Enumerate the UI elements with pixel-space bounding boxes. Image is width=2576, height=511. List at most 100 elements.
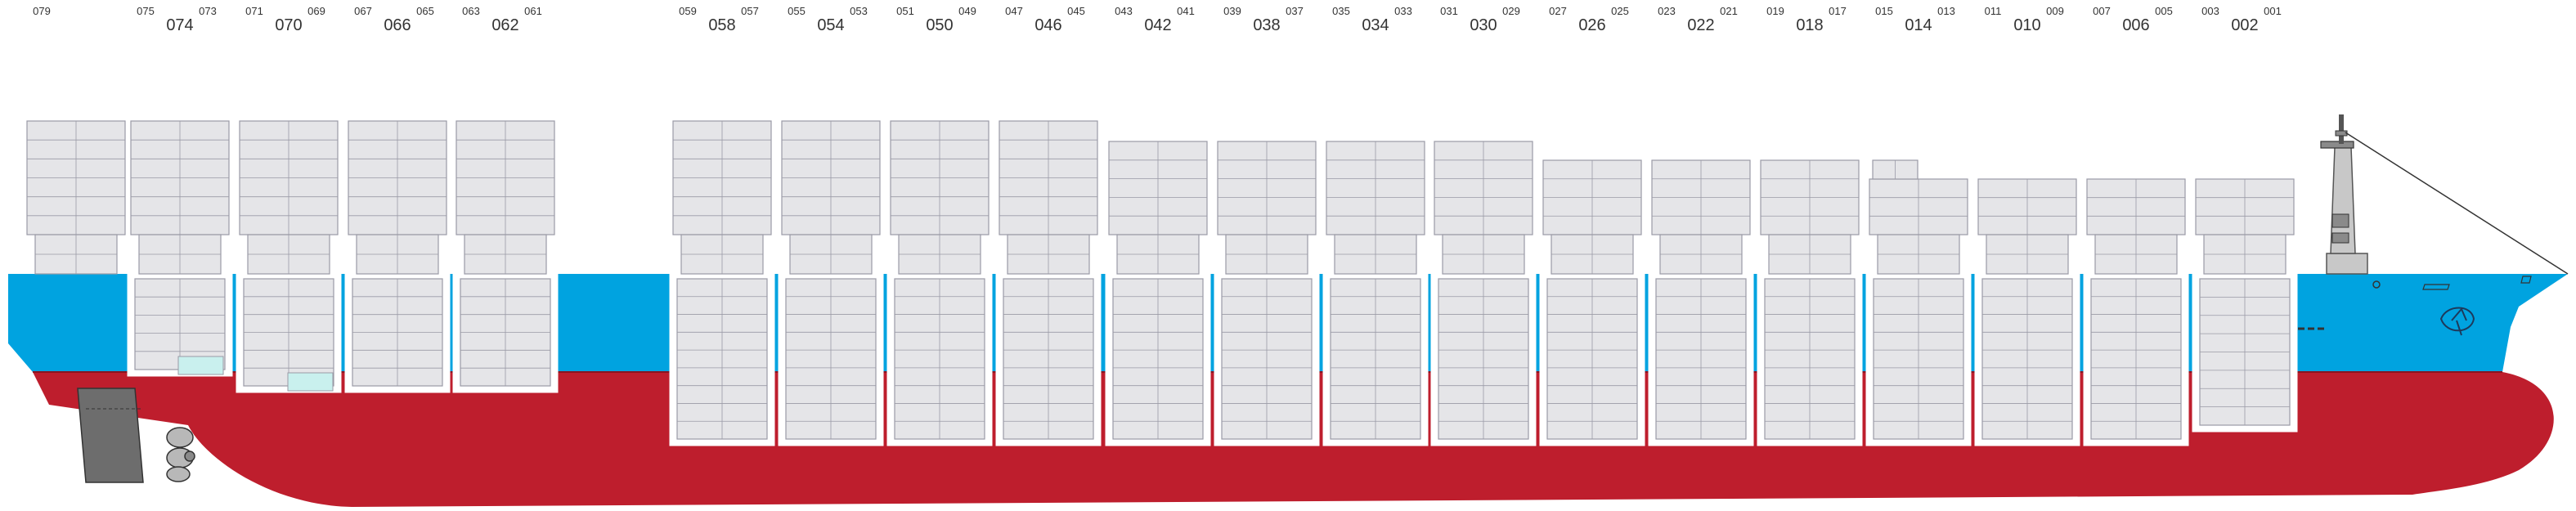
lashing-bridge-tier bbox=[1116, 234, 1200, 275]
lashing-bridge-tier bbox=[1551, 234, 1634, 275]
bay-label-even: 018 bbox=[1796, 16, 1823, 34]
deck-container-stack bbox=[1542, 159, 1642, 235]
bay-label-even: 054 bbox=[817, 16, 844, 34]
lashing-bridge-tier bbox=[1007, 234, 1090, 275]
bay-label: 015 013 014 bbox=[1875, 5, 1955, 34]
deck-container-stack bbox=[2195, 178, 2295, 235]
bay-label-odd-aft: 059 bbox=[679, 5, 697, 17]
lashing-bridge-tier bbox=[1334, 234, 1417, 275]
hold-container-stack bbox=[460, 278, 551, 387]
lashing-bridge-tier bbox=[34, 234, 118, 275]
bay-label-odd-fwd: 001 bbox=[2264, 5, 2282, 17]
bay-label-odd-aft: 039 bbox=[1223, 5, 1241, 17]
bridge-window bbox=[2331, 232, 2349, 244]
bay-label-odd-fwd: 069 bbox=[307, 5, 325, 17]
mast-yard bbox=[2320, 141, 2354, 149]
bay-label: 071 069 070 bbox=[245, 5, 325, 34]
hold-container-stack bbox=[1112, 278, 1204, 440]
bow-markings bbox=[2298, 276, 2532, 336]
bay-label-odd-aft: 043 bbox=[1115, 5, 1133, 17]
bay-label-odd-aft: 063 bbox=[462, 5, 480, 17]
hold-container-stack bbox=[2199, 278, 2291, 426]
hold-container-stack bbox=[1003, 278, 1094, 440]
hold-container-stack bbox=[1764, 278, 1856, 440]
bay-label-odd-aft: 031 bbox=[1440, 5, 1458, 17]
hold-container-stack bbox=[134, 278, 226, 370]
deck-container-stack bbox=[1760, 159, 1860, 235]
bay-label-even: 026 bbox=[1578, 16, 1605, 34]
bay-label-odd-fwd: 013 bbox=[1937, 5, 1955, 17]
bay-label-even: 066 bbox=[384, 16, 411, 34]
bay-label-even: 070 bbox=[275, 16, 302, 34]
bay-label-odd-fwd: 065 bbox=[416, 5, 434, 17]
bay-label: 075 073 074 bbox=[137, 5, 217, 34]
bay-label-odd-fwd: 025 bbox=[1611, 5, 1629, 17]
mast-top bbox=[2339, 114, 2344, 144]
reefer-container bbox=[287, 372, 334, 392]
deck-container-stack bbox=[2086, 178, 2186, 235]
lashing-bridge-tier bbox=[1877, 234, 1960, 275]
deck-container-stack bbox=[1872, 159, 1919, 180]
bay-label: 003 001 002 bbox=[2201, 5, 2282, 34]
bay-label-odd-fwd: 009 bbox=[2046, 5, 2064, 17]
bay-label-even: 014 bbox=[1905, 16, 1932, 34]
bridge-window bbox=[2331, 213, 2349, 228]
lashing-bridge-tier bbox=[2094, 234, 2178, 275]
bay-label: 027 025 026 bbox=[1549, 5, 1629, 34]
hold-container-stack bbox=[785, 278, 877, 440]
bay-label: 047 045 046 bbox=[1005, 5, 1085, 34]
deck-container-stack bbox=[130, 120, 230, 235]
bay-label-odd-fwd: 017 bbox=[1829, 5, 1847, 17]
hold-container-stack bbox=[1655, 278, 1747, 440]
hold-container-stack bbox=[1438, 278, 1529, 440]
bay-label: 035 033 034 bbox=[1332, 5, 1412, 34]
lashing-bridge-tier bbox=[1768, 234, 1851, 275]
lashing-bridge-tier bbox=[1442, 234, 1525, 275]
lashing-bridge-tier bbox=[1986, 234, 2069, 275]
deck-container-stack bbox=[1326, 141, 1425, 235]
bay-label-even: 038 bbox=[1253, 16, 1280, 34]
bay-label-even: 022 bbox=[1687, 16, 1714, 34]
bay-label-even: 042 bbox=[1144, 16, 1171, 34]
rudder bbox=[77, 388, 144, 483]
bay-label-even: 010 bbox=[2013, 16, 2040, 34]
bay-label-even: 046 bbox=[1034, 16, 1061, 34]
hold-container-stack bbox=[1546, 278, 1638, 440]
lashing-bridge-tier bbox=[356, 234, 439, 275]
deck-container-stack bbox=[890, 120, 990, 235]
bay-label-odd-aft: 003 bbox=[2201, 5, 2219, 17]
bridge-superstructure bbox=[2320, 114, 2569, 275]
bay-label: 059 057 058 bbox=[679, 5, 759, 34]
reefer-container bbox=[177, 356, 224, 375]
deck-container-stack bbox=[1869, 178, 1968, 235]
bay-label: 011 009 010 bbox=[1985, 5, 2064, 34]
deck-container-stack bbox=[456, 120, 555, 235]
bay-label-even: 050 bbox=[926, 16, 953, 34]
bay-label-even: 074 bbox=[166, 16, 193, 34]
hold-container-stack bbox=[1221, 278, 1313, 440]
hold-container-stack bbox=[894, 278, 985, 440]
bay-label: 063 061 062 bbox=[462, 5, 542, 34]
bulbous-bow-icon bbox=[2520, 276, 2532, 284]
bay-label: 031 029 030 bbox=[1440, 5, 1520, 34]
bay-label-odd-aft: 019 bbox=[1766, 5, 1784, 17]
bay-label-odd-aft: 015 bbox=[1875, 5, 1893, 17]
deck-container-stack bbox=[1977, 178, 2077, 235]
bay-label-odd-fwd: 029 bbox=[1502, 5, 1520, 17]
deck-container-stack bbox=[348, 120, 447, 235]
bay-label-even: 002 bbox=[2231, 16, 2258, 34]
bay-label-odd-aft: 075 bbox=[137, 5, 155, 17]
bay-label-odd-aft: 067 bbox=[354, 5, 372, 17]
stern-gear bbox=[77, 388, 195, 483]
anchor-hawse-icon bbox=[2372, 280, 2381, 289]
bay-label-odd-fwd: 057 bbox=[741, 5, 759, 17]
bay-label-odd-aft: 027 bbox=[1549, 5, 1567, 17]
bay-label-odd-aft: 071 bbox=[245, 5, 263, 17]
mast-light bbox=[2335, 130, 2348, 137]
bay-label-even: 058 bbox=[708, 16, 735, 34]
bay-label: 079 bbox=[33, 5, 51, 17]
lashing-bridge-tier bbox=[138, 234, 222, 275]
bay-label-odd-aft: 011 bbox=[1985, 5, 2002, 17]
